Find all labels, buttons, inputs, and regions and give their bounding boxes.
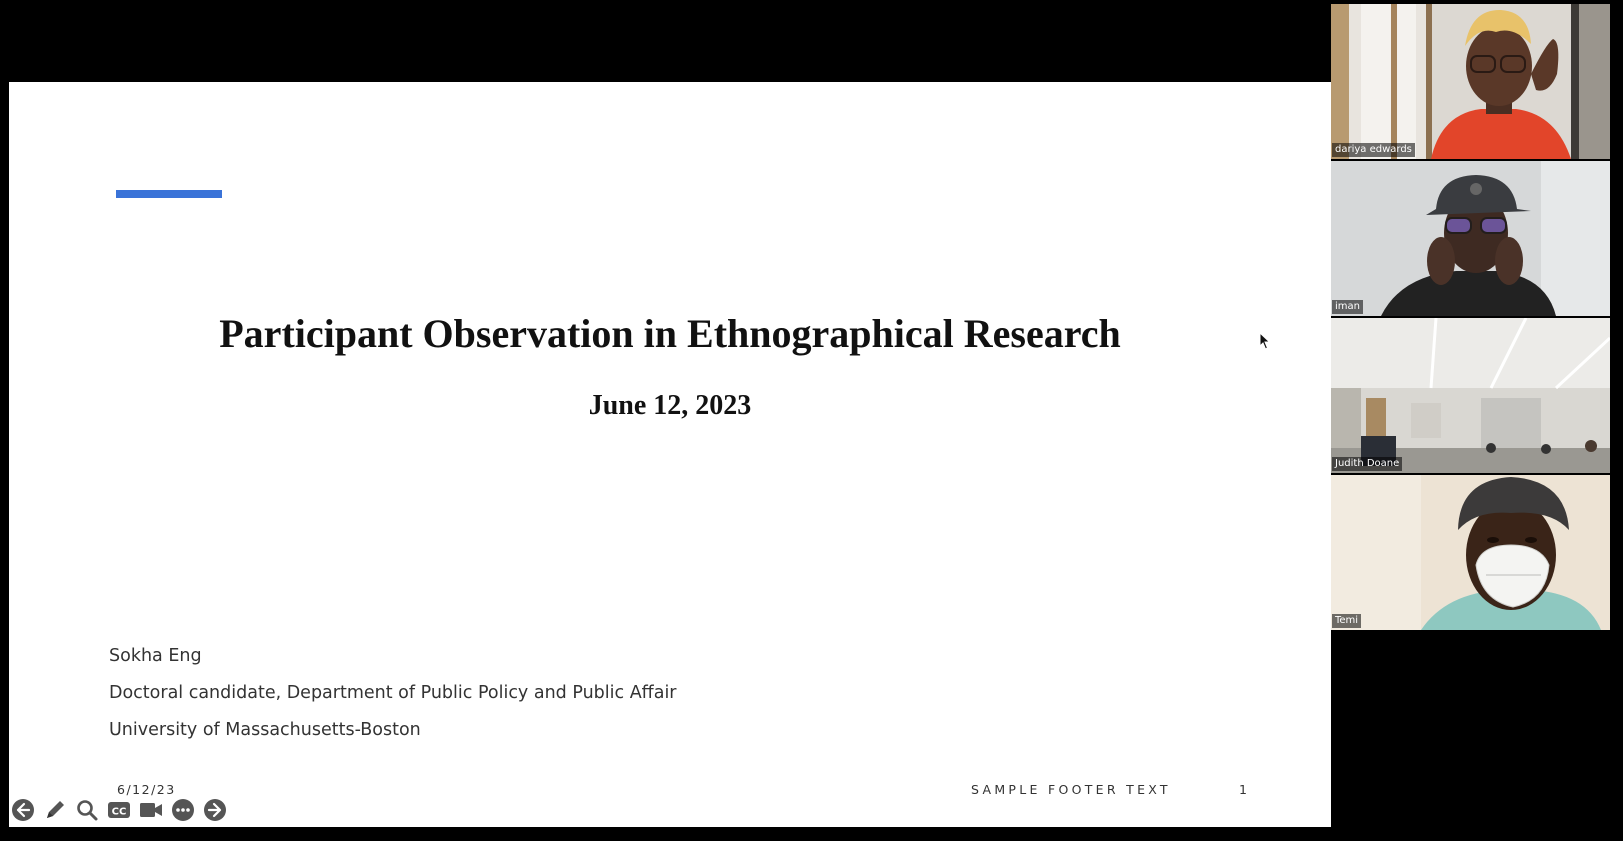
participant-video bbox=[1331, 4, 1610, 159]
participant-name: iman bbox=[1332, 300, 1363, 314]
previous-slide-button[interactable] bbox=[11, 798, 35, 822]
participant-video bbox=[1331, 161, 1610, 316]
author-institution: University of Massachusetts-Boston bbox=[109, 720, 421, 740]
participant-video bbox=[1331, 318, 1610, 473]
more-options-icon bbox=[172, 799, 194, 821]
pen-icon bbox=[47, 801, 64, 818]
participant-name: Temi bbox=[1332, 614, 1362, 628]
slide: Participant Observation in Ethnographica… bbox=[9, 82, 1331, 827]
pen-button[interactable] bbox=[43, 798, 67, 822]
cc-label: CC bbox=[112, 807, 127, 818]
participant-tile[interactable]: Judith Doane bbox=[1331, 318, 1610, 473]
slide-title: Participant Observation in Ethnographica… bbox=[219, 311, 1121, 356]
slide-toolbar: CC bbox=[11, 798, 227, 822]
author-block: Sokha Eng Doctoral candidate, Department… bbox=[109, 638, 677, 749]
video-camera-icon bbox=[140, 803, 162, 817]
participant-panel: dariya edwards iman bbox=[1331, 4, 1610, 632]
participant-tile[interactable]: iman bbox=[1331, 161, 1610, 316]
captions-button[interactable]: CC bbox=[107, 798, 131, 822]
footer-date: 6/12/23 bbox=[117, 782, 176, 797]
participant-video bbox=[1331, 475, 1610, 630]
footer-text: SAMPLE FOOTER TEXT bbox=[971, 782, 1171, 797]
slide-date: June 12, 2023 bbox=[588, 390, 752, 421]
participant-tile[interactable]: Temi bbox=[1331, 475, 1610, 630]
next-slide-button[interactable] bbox=[203, 798, 227, 822]
author-name: Sokha Eng bbox=[109, 646, 202, 666]
participant-tile[interactable]: dariya edwards bbox=[1331, 4, 1610, 159]
title-accent-bar bbox=[116, 190, 222, 198]
participant-name: dariya edwards bbox=[1332, 143, 1415, 157]
cc-icon: CC bbox=[108, 802, 130, 818]
participant-name: Judith Doane bbox=[1332, 457, 1403, 471]
zoom-button[interactable] bbox=[75, 798, 99, 822]
arrow-left-icon bbox=[12, 799, 34, 821]
arrow-right-icon bbox=[204, 799, 226, 821]
mouse-pointer-icon bbox=[1259, 332, 1271, 350]
camera-button[interactable] bbox=[139, 798, 163, 822]
author-position: Doctoral candidate, Department of Public… bbox=[109, 683, 677, 703]
footer-page-number: 1 bbox=[1239, 782, 1247, 797]
more-options-button[interactable] bbox=[171, 798, 195, 822]
magnifier-icon bbox=[77, 800, 98, 821]
